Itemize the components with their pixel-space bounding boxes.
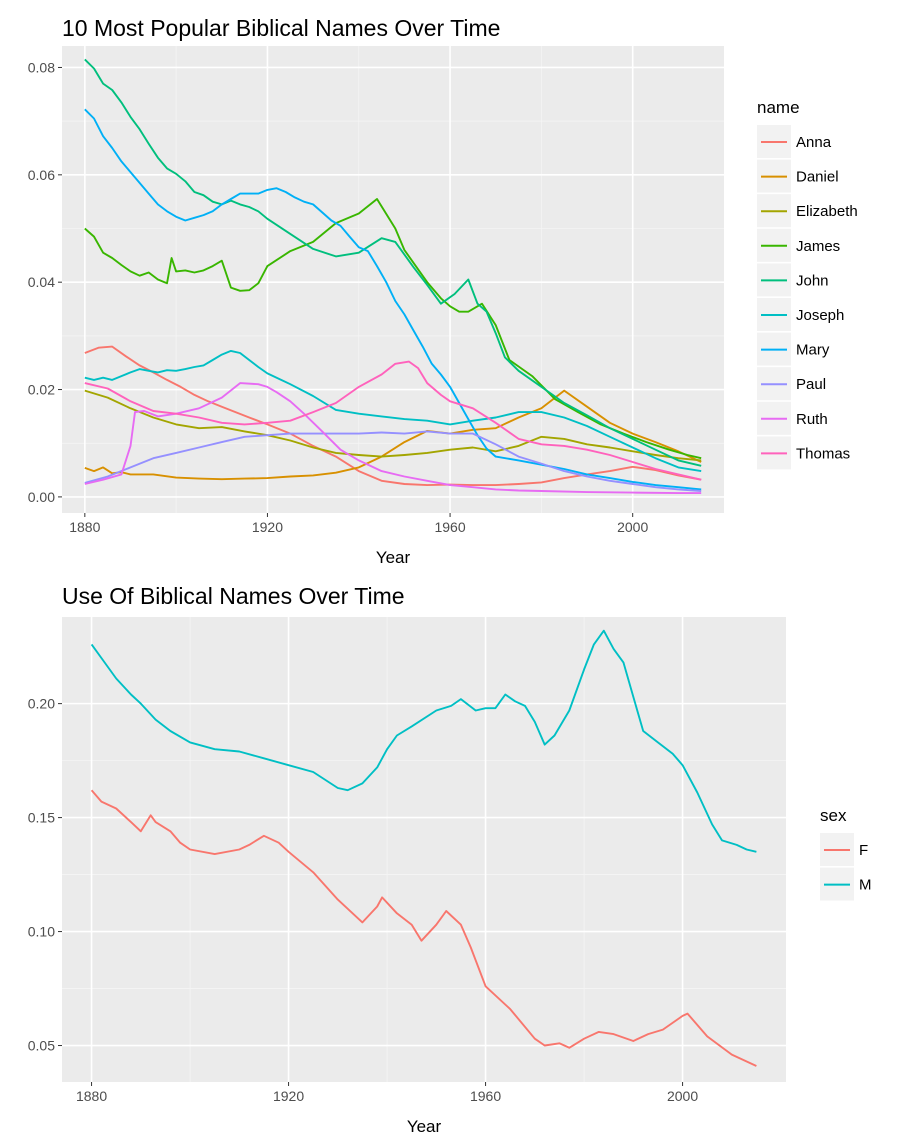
legend-label: Anna	[796, 134, 832, 151]
series-line-ruth	[84, 382, 702, 495]
x-tick-label: 1960	[470, 1088, 501, 1104]
legend-label: Mary	[796, 342, 830, 359]
series-line-f	[90, 789, 757, 1067]
legend-label: Ruth	[796, 411, 828, 428]
x-tick-label: 1960	[434, 519, 465, 535]
plot-panel	[62, 46, 724, 513]
legend-label: Joseph	[796, 307, 844, 324]
series-line-thomas	[84, 360, 702, 481]
legend-title: name	[757, 98, 800, 117]
x-tick-label: 2000	[617, 519, 648, 535]
legend-label: Elizabeth	[796, 203, 858, 220]
legend-label: F	[859, 842, 868, 859]
legend-label: John	[796, 272, 829, 289]
x-axis-label: Year	[407, 1117, 442, 1136]
series-line-elizabeth	[84, 389, 702, 462]
legend-label: M	[859, 877, 872, 894]
series-line-john	[84, 58, 702, 467]
x-tick-label: 1880	[69, 519, 100, 535]
y-tick-label: 0.15	[28, 810, 55, 826]
legend-label: Thomas	[796, 445, 850, 462]
x-tick-label: 1920	[252, 519, 283, 535]
legend-label: James	[796, 238, 840, 255]
y-tick-label: 0.06	[28, 167, 55, 183]
legend-title: sex	[820, 806, 847, 825]
chart-title: Use Of Biblical Names Over Time	[62, 583, 405, 609]
legend-label: Daniel	[796, 169, 839, 186]
series-line-joseph	[84, 349, 702, 473]
x-tick-label: 1880	[76, 1088, 107, 1104]
plot-panel	[62, 617, 786, 1082]
y-tick-label: 0.20	[28, 696, 55, 712]
x-axis-label: Year	[376, 548, 411, 567]
legend-label: Paul	[796, 376, 826, 393]
x-tick-label: 2000	[667, 1088, 698, 1104]
legend: sex F M	[820, 806, 872, 901]
legend: name Anna Daniel Elizabeth James John Joseph Ma…	[757, 98, 858, 470]
y-tick-label: 0.02	[28, 382, 55, 398]
series-line-m	[90, 629, 757, 853]
y-tick-label: 0.05	[28, 1038, 55, 1054]
chart-title: 10 Most Popular Biblical Names Over Time	[62, 15, 500, 41]
y-tick-label: 0.10	[28, 924, 55, 940]
series-line-mary	[84, 108, 702, 491]
y-tick-label: 0.00	[28, 489, 55, 505]
x-tick-label: 1920	[273, 1088, 304, 1104]
y-tick-label: 0.04	[28, 274, 55, 290]
chart-1: 10 Most Popular Biblical Names Over Time…	[28, 15, 858, 567]
series-line-daniel	[84, 389, 702, 481]
series-line-paul	[84, 430, 702, 492]
y-tick-label: 0.08	[28, 59, 55, 75]
chart-2: Use Of Biblical Names Over Time 1880 1920 1…	[28, 583, 872, 1136]
